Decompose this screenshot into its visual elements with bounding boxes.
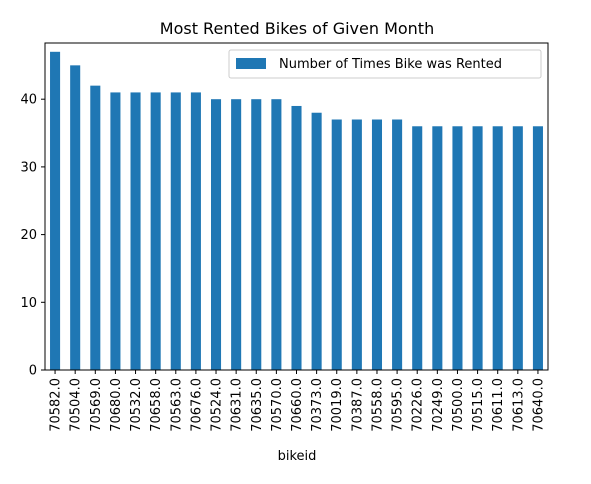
x-tick-label: 70226.0 [411, 378, 426, 432]
x-tick-label: 70569.0 [89, 378, 104, 432]
x-tick-label: 70515.0 [471, 378, 486, 432]
x-tick-label: 70660.0 [290, 378, 305, 432]
x-tick-label: 70595.0 [391, 378, 406, 432]
bar-70660.0 [291, 105, 302, 371]
bar-70515.0 [472, 126, 483, 371]
bar-70558.0 [371, 119, 383, 370]
bar-70582.0 [50, 51, 61, 371]
x-tick-label: 70640.0 [531, 378, 546, 432]
x-tick-label: 70500.0 [451, 378, 466, 432]
y-tick-label: 0 [29, 364, 37, 379]
bar-70613.0 [512, 126, 523, 371]
x-tick-label: 70504.0 [69, 378, 84, 432]
x-tick-label: 70613.0 [511, 378, 526, 432]
bar-70249.0 [432, 126, 443, 371]
x-tick-label: 70563.0 [169, 378, 184, 432]
bar-70019.0 [331, 119, 342, 370]
x-tick-label: 70582.0 [49, 378, 64, 432]
y-tick-label: 10 [20, 296, 37, 311]
bar-70504.0 [70, 65, 81, 370]
x-tick-label: 70631.0 [230, 378, 245, 432]
bar-70640.0 [532, 126, 543, 371]
x-tick-label: 70680.0 [109, 378, 124, 432]
legend: Number of Times Bike was Rented [228, 49, 542, 79]
bar-70631.0 [231, 99, 242, 370]
bar-70500.0 [452, 126, 463, 371]
bar-70658.0 [150, 92, 161, 371]
bar-70635.0 [251, 99, 262, 370]
bar-70570.0 [271, 99, 282, 370]
bar-70532.0 [130, 92, 141, 371]
y-tick-label: 40 [20, 93, 37, 108]
x-tick-label: 70532.0 [129, 378, 144, 432]
y-tick-label: 20 [20, 228, 37, 243]
bar-70611.0 [492, 126, 503, 371]
bar-70226.0 [412, 126, 423, 371]
bar-70524.0 [210, 99, 222, 370]
bar-70680.0 [110, 92, 121, 371]
x-tick-label: 70249.0 [431, 378, 446, 432]
x-tick-label: 70658.0 [149, 378, 164, 432]
x-tick-label: 70373.0 [310, 378, 325, 432]
x-tick-label: 70635.0 [250, 378, 265, 432]
y-tick-label: 30 [20, 160, 37, 175]
bar-70563.0 [170, 92, 181, 371]
x-tick-label: 70611.0 [491, 378, 506, 432]
bar-70676.0 [190, 92, 201, 371]
x-tick-label: 70558.0 [370, 378, 385, 432]
bar-70373.0 [311, 112, 322, 370]
x-tick-label: 70676.0 [189, 378, 204, 432]
bar-70595.0 [392, 119, 403, 370]
bar-70569.0 [90, 85, 101, 371]
x-tick-label: 70570.0 [270, 378, 285, 432]
chart-title: Most Rented Bikes of Given Month [160, 19, 434, 38]
x-tick-label: 70524.0 [210, 378, 225, 432]
bar-70387.0 [351, 119, 362, 370]
legend-swatch [236, 58, 266, 69]
x-tick-label: 70387.0 [350, 378, 365, 432]
legend-label: Number of Times Bike was Rented [279, 57, 502, 72]
y-axis: 0 10 20 30 40 [20, 93, 45, 379]
bars-layer [50, 51, 543, 371]
legend-box [228, 49, 542, 79]
x-axis: 70582.0 70504.0 70569.0 70680.0 70532.0 70658… [49, 370, 546, 432]
x-axis-label: bikeid [278, 449, 317, 464]
x-tick-label: 70019.0 [330, 378, 345, 432]
